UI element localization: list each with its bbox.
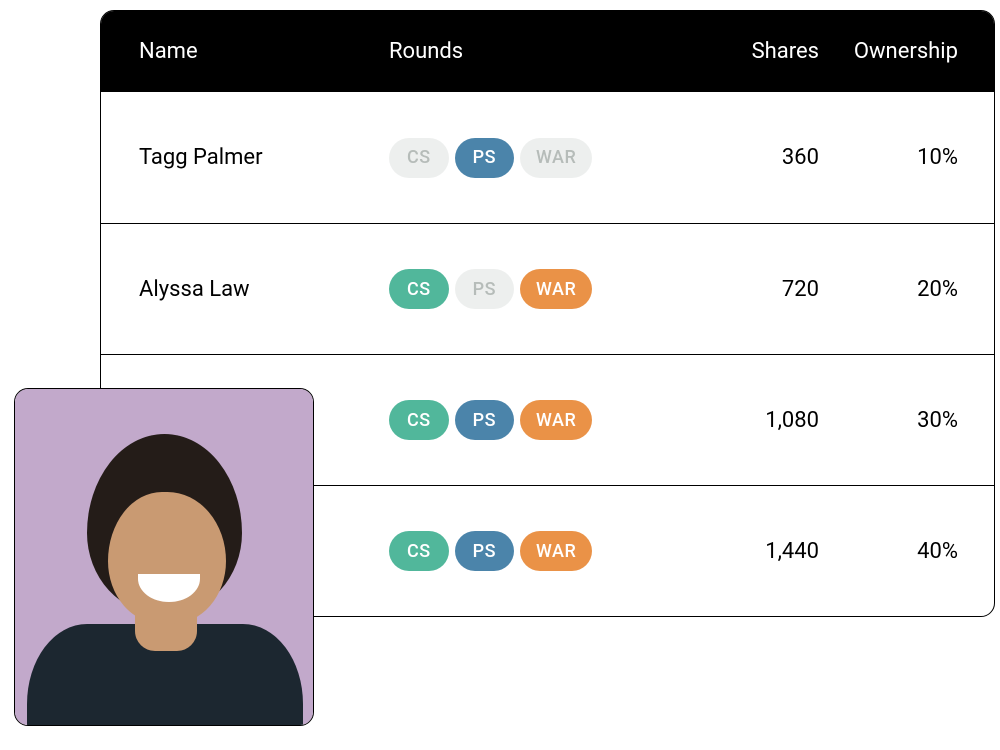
round-pill-cs[interactable]: CS <box>389 531 449 571</box>
round-pill-war[interactable]: WAR <box>520 531 592 571</box>
rounds-pill-group: CSPSWAR <box>389 138 654 178</box>
cell-shares: 360 <box>654 145 819 170</box>
round-pill-war[interactable]: WAR <box>520 400 592 440</box>
col-header-ownership: Ownership <box>819 39 958 64</box>
rounds-pill-group: CSPSWAR <box>389 531 654 571</box>
round-pill-cs[interactable]: CS <box>389 269 449 309</box>
cell-shares: 720 <box>654 277 819 302</box>
round-pill-war[interactable]: WAR <box>520 138 592 178</box>
cell-rounds: CSPSWAR <box>389 400 654 440</box>
rounds-pill-group: CSPSWAR <box>389 269 654 309</box>
round-pill-cs[interactable]: CS <box>389 138 449 178</box>
round-pill-ps[interactable]: PS <box>455 269 514 309</box>
cell-rounds: CSPSWAR <box>389 138 654 178</box>
cell-ownership: 40% <box>819 539 958 564</box>
cell-shares: 1,440 <box>654 539 819 564</box>
cell-ownership: 10% <box>819 145 958 170</box>
round-pill-cs[interactable]: CS <box>389 400 449 440</box>
cell-name: Alyssa Law <box>139 277 389 302</box>
table-row: Alyssa LawCSPSWAR72020% <box>101 223 994 354</box>
col-header-rounds: Rounds <box>389 39 654 64</box>
profile-photo-card <box>14 388 314 726</box>
cell-rounds: CSPSWAR <box>389 531 654 571</box>
cell-ownership: 20% <box>819 277 958 302</box>
round-pill-ps[interactable]: PS <box>455 400 514 440</box>
cell-shares: 1,080 <box>654 408 819 433</box>
col-header-shares: Shares <box>654 39 819 64</box>
cell-ownership: 30% <box>819 408 958 433</box>
cell-rounds: CSPSWAR <box>389 269 654 309</box>
rounds-pill-group: CSPSWAR <box>389 400 654 440</box>
profile-photo <box>15 389 313 725</box>
col-header-name: Name <box>139 39 389 64</box>
round-pill-ps[interactable]: PS <box>455 138 514 178</box>
cell-name: Tagg Palmer <box>139 145 389 170</box>
round-pill-war[interactable]: WAR <box>520 269 592 309</box>
table-row: Tagg PalmerCSPSWAR36010% <box>101 92 994 223</box>
table-header-row: Name Rounds Shares Ownership <box>101 11 994 92</box>
round-pill-ps[interactable]: PS <box>455 531 514 571</box>
avatar-face-shape <box>108 492 226 624</box>
